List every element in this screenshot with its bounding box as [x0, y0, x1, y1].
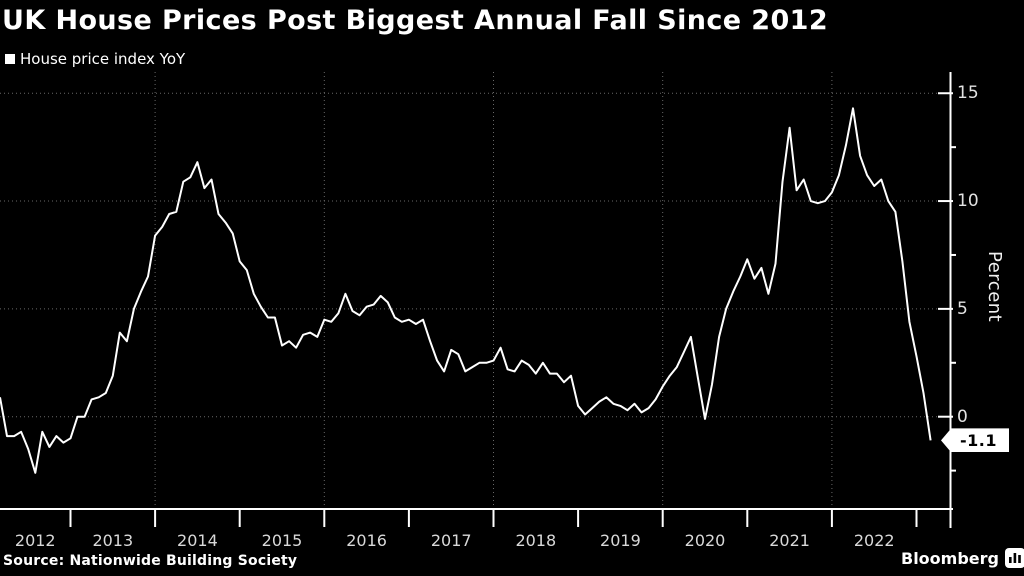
chart-title: UK House Prices Post Biggest Annual Fall… — [2, 5, 829, 36]
source-credit: Source: Nationwide Building Society — [3, 553, 298, 569]
x-axis-year-label: 2022 — [853, 531, 895, 550]
x-axis-year-label: 2018 — [515, 531, 557, 550]
x-axis-year-label: 2014 — [177, 531, 218, 550]
x-axis-year-label: 2019 — [600, 531, 641, 550]
last-value-text: -1.1 — [960, 430, 997, 450]
x-axis-year-label: 2013 — [92, 531, 134, 550]
x-axis-year-label: 2020 — [684, 531, 726, 550]
y-axis-tick-label: 5 — [957, 298, 968, 319]
x-axis-year-label: 2017 — [430, 531, 472, 550]
legend-marker-icon — [5, 54, 15, 64]
bloomberg-wordmark: Bloomberg — [901, 548, 999, 568]
x-axis-year-label: 2012 — [14, 531, 56, 550]
y-axis-title: Percent — [984, 251, 1005, 323]
bloomberg-logo: Bloomberg — [901, 548, 1024, 568]
x-axis-year-label: 2021 — [769, 531, 810, 550]
bloomberg-icon — [1004, 548, 1024, 568]
x-axis-year-label: 2016 — [346, 531, 387, 550]
y-axis-tick-label: 15 — [957, 83, 979, 104]
legend-label: House price index YoY — [20, 50, 186, 68]
legend: House price index YoY — [5, 50, 185, 68]
house-price-line-chart — [0, 72, 956, 528]
y-axis-tick-label: 0 — [957, 406, 968, 427]
last-value-tag: -1.1 — [941, 428, 1009, 453]
house-price-line — [0, 107, 932, 474]
y-axis-tick-label: 10 — [957, 191, 979, 212]
x-axis-year-label: 2015 — [261, 531, 303, 550]
